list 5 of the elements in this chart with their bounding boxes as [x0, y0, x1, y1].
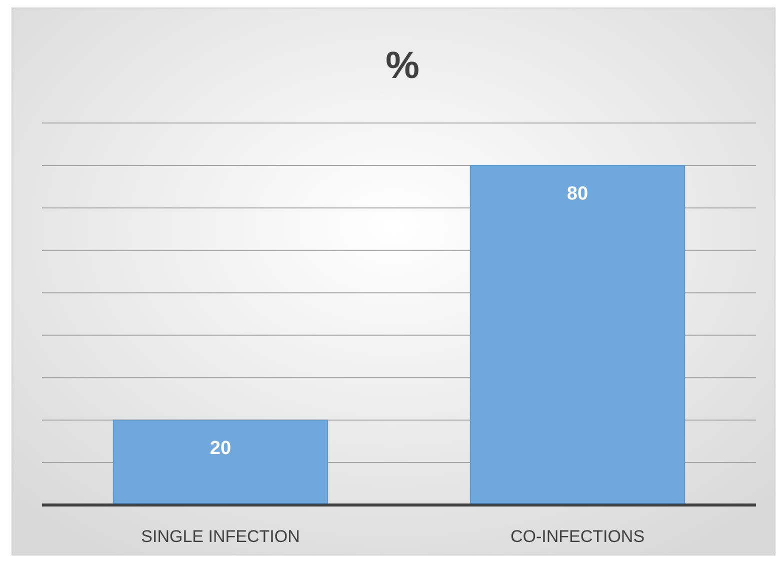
data-label: 20: [210, 438, 232, 460]
x-tick-label: SINGLE INFECTION: [141, 527, 300, 546]
x-tick-label: CO-INFECTIONS: [510, 527, 645, 546]
data-label: 80: [566, 183, 588, 204]
chart-title: %: [386, 45, 420, 87]
